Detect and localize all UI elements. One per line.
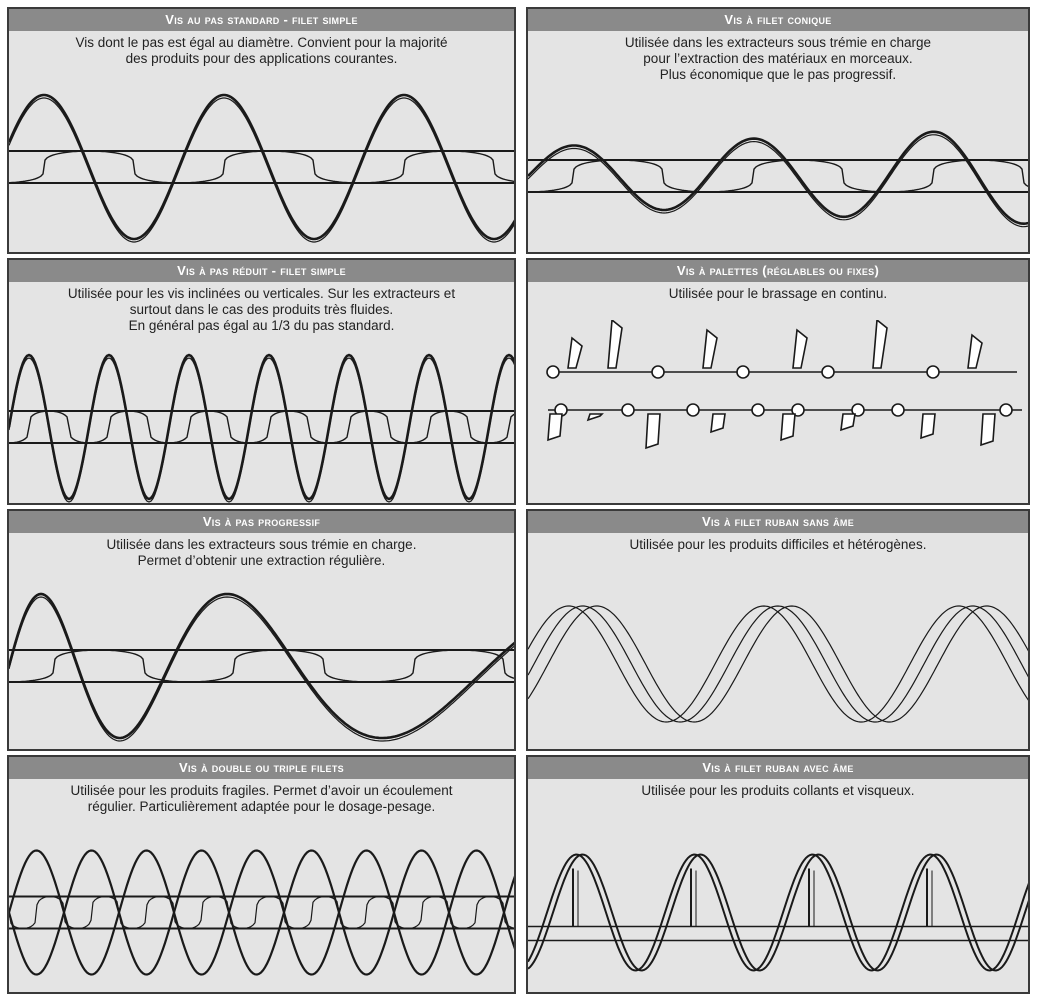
panel-description: Vis dont le pas est égal au diamètre. Co… — [17, 35, 506, 67]
description-line: Utilisée dans les extracteurs sous trémi… — [624, 35, 932, 50]
flight-main — [9, 93, 514, 241]
panel-title: Vis à palettes (réglables ou fixes) — [528, 260, 1028, 282]
description-line: régulier. Particulièrement adaptée pour … — [87, 799, 436, 814]
nut — [891, 403, 905, 417]
paddle — [607, 320, 623, 369]
screw-drawing — [528, 853, 1028, 972]
description-line: surtout dans le cas des produits très fl… — [129, 302, 394, 317]
nut — [546, 365, 560, 379]
panel-ruban-sans-ame: Vis à filet ruban sans âme Utilisée pour… — [526, 509, 1030, 751]
panel-title: Vis à double ou triple filets — [9, 757, 514, 779]
screw-drawing — [9, 849, 514, 976]
flight-main — [528, 130, 1028, 226]
paddle — [872, 320, 888, 369]
panel-description: Utilisée pour les produits collants et v… — [536, 783, 1020, 799]
description-line: Utilisée dans les extracteurs sous trémi… — [106, 537, 417, 552]
screw-drawing — [528, 130, 1028, 228]
panel-title: Vis à pas progressif — [9, 511, 514, 533]
flight-edge — [9, 97, 514, 243]
ribbon-edge — [528, 605, 1028, 723]
screw-drawing — [9, 592, 514, 742]
panel-ruban-avec-ame: Vis à filet ruban avec âme Utilisée pour… — [526, 755, 1030, 994]
panel-description: Utilisée pour les produits fragiles. Per… — [17, 783, 506, 815]
nut — [651, 365, 665, 379]
description-line: des produits pour des applications coura… — [125, 51, 398, 66]
paddle — [710, 413, 726, 434]
paddle — [567, 336, 583, 369]
panel-conique: Vis à filet conique Utilisée dans les ex… — [526, 7, 1030, 254]
description-line: Vis dont le pas est égal au diamètre. Co… — [75, 35, 448, 50]
nut — [821, 365, 835, 379]
description-line: Utilisée pour les produits fragiles. Per… — [70, 783, 453, 798]
flight-main — [9, 592, 514, 740]
flight-back — [9, 895, 514, 930]
panel-description: Utilisée pour le brassage en continu. — [536, 286, 1020, 302]
description-line: Utilisée pour les produits collants et v… — [641, 783, 915, 798]
screw-drawing — [528, 605, 1028, 723]
nut — [751, 403, 765, 417]
panel-progressif: Vis à pas progressif Utilisée dans les e… — [7, 509, 516, 751]
panel-description: Utilisée pour les produits difficiles et… — [536, 537, 1020, 553]
panel-title: Vis à filet conique — [528, 9, 1028, 31]
ribbon-edge — [528, 605, 1028, 723]
description-line: Utilisée pour le brassage en continu. — [668, 286, 888, 301]
flight-edge — [528, 134, 1028, 228]
description-line: Utilisée pour les vis inclinées ou verti… — [67, 286, 456, 301]
nut — [686, 403, 700, 417]
ribbon-edge — [528, 605, 1028, 723]
panel-description: Utilisée pour les vis inclinées ou verti… — [17, 286, 506, 334]
description-line: pour l’extraction des matériaux en morce… — [643, 51, 913, 66]
screw-drawing — [9, 93, 514, 243]
paddle — [586, 413, 604, 422]
panel-description: Utilisée dans les extracteurs sous trémi… — [17, 537, 506, 569]
flight-back — [9, 410, 514, 444]
description-line: Permet d’obtenir une extraction régulièr… — [137, 553, 386, 568]
nut — [926, 365, 940, 379]
flight-main — [9, 353, 514, 501]
flight-main — [9, 849, 514, 976]
paddle — [780, 413, 796, 442]
paddle — [980, 413, 996, 447]
nut — [621, 403, 635, 417]
flight-back — [9, 649, 514, 683]
paddle — [967, 333, 983, 369]
nut — [791, 403, 805, 417]
paddle — [702, 328, 718, 369]
panel-title: Vis à filet ruban sans âme — [528, 511, 1028, 533]
description-line: Utilisée pour les produits difficiles et… — [629, 537, 927, 552]
ribbon-edge — [528, 853, 1028, 972]
panel-title: Vis au pas standard - filet simple — [9, 9, 514, 31]
flight-edge — [9, 596, 514, 742]
panel-double-triple: Vis à double ou triple filets Utilisée p… — [7, 755, 516, 994]
panel-title: Vis à pas réduit - filet simple — [9, 260, 514, 282]
panel-title: Vis à filet ruban avec âme — [528, 757, 1028, 779]
nut — [736, 365, 750, 379]
panel-reduit: Vis à pas réduit - filet simple Utilisée… — [7, 258, 516, 505]
paddle — [645, 413, 661, 450]
panel-palettes: Vis à palettes (réglables ou fixes) Util… — [526, 258, 1030, 505]
paddle — [840, 413, 856, 432]
panel-description: Utilisée dans les extracteurs sous trémi… — [536, 35, 1020, 83]
paddle — [547, 413, 563, 442]
description-line: En général pas égal au 1/3 du pas standa… — [128, 318, 395, 333]
nut — [999, 403, 1013, 417]
paddle — [920, 413, 936, 440]
flight-back — [528, 159, 1028, 193]
flight-main — [9, 849, 514, 976]
paddle — [792, 328, 808, 369]
flight-edge — [9, 357, 514, 503]
description-line: Plus économique que le pas progressif. — [659, 67, 897, 82]
screw-drawing — [9, 353, 514, 503]
panel-standard: Vis au pas standard - filet simple Vis d… — [7, 7, 516, 254]
screw-drawing — [546, 320, 1022, 450]
nut — [851, 403, 865, 417]
ribbon-edge — [528, 853, 1028, 972]
